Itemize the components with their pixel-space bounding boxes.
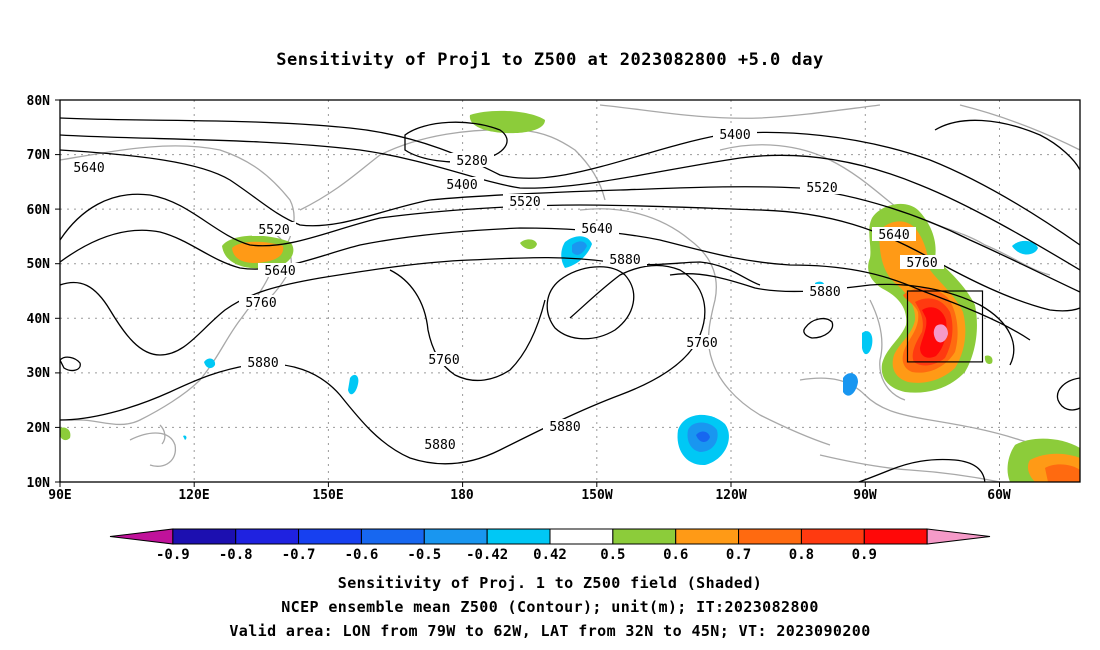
lon-label: 120E bbox=[178, 488, 209, 503]
lon-label: 120W bbox=[715, 488, 746, 503]
lon-label: 150E bbox=[312, 488, 343, 503]
contour-label: 5520 bbox=[258, 223, 289, 238]
colorbar-tick-label: 0.42 bbox=[533, 547, 567, 563]
valid-area-box bbox=[906, 290, 984, 363]
colorbar-cell bbox=[423, 528, 488, 545]
contour-label: 5760 bbox=[686, 336, 717, 351]
colorbar-cell bbox=[612, 528, 677, 545]
colorbar-cell bbox=[298, 528, 362, 545]
colorbar-tick-label: 0.9 bbox=[852, 547, 877, 563]
lat-label: 20N bbox=[27, 421, 51, 436]
lon-label: 90E bbox=[48, 488, 71, 503]
colorbar-tick-label: -0.9 bbox=[156, 547, 190, 563]
contour-label: 5640 bbox=[878, 228, 909, 243]
plot-title: Sensitivity of Proj1 to Z500 at 20230828… bbox=[276, 50, 824, 70]
lat-label: 40N bbox=[27, 312, 51, 327]
lon-label: 150W bbox=[581, 488, 612, 503]
contour-label: 5760 bbox=[428, 353, 459, 368]
colorbar-cell bbox=[800, 528, 865, 545]
lat-label: 50N bbox=[27, 257, 51, 272]
caption-line-2: NCEP ensemble mean Z500 (Contour); unit(… bbox=[281, 598, 819, 616]
lat-label: 30N bbox=[27, 366, 51, 381]
lat-label: 10N bbox=[27, 476, 51, 491]
sensitivity-shading bbox=[60, 110, 1080, 482]
lat-label: 70N bbox=[27, 148, 51, 163]
colorbar-cell bbox=[675, 528, 740, 545]
colorbar-cell bbox=[109, 528, 174, 545]
colorbar-tick-label: -0.6 bbox=[345, 547, 379, 563]
lat-label: 60N bbox=[27, 203, 51, 218]
colorbar-tick-label: 0.5 bbox=[600, 547, 625, 563]
contour-label: 5880 bbox=[549, 420, 580, 435]
plot-border bbox=[59, 99, 1081, 483]
contour-label: 5880 bbox=[809, 285, 840, 300]
colorbar-tick-label: 0.7 bbox=[726, 547, 751, 563]
contour-label: 5520 bbox=[806, 181, 837, 196]
colorbar-cell bbox=[926, 528, 991, 545]
contour-label: 5640 bbox=[264, 264, 295, 279]
contour-label: 5880 bbox=[424, 438, 455, 453]
caption-line-3: Valid area: LON from 79W to 62W, LAT fro… bbox=[229, 622, 871, 640]
axis-ticks bbox=[55, 99, 1000, 487]
colorbar-cell bbox=[863, 528, 928, 545]
positive-region-north-pacific bbox=[469, 110, 545, 134]
caption-line-1: Sensitivity of Proj. 1 to Z500 field (Sh… bbox=[337, 574, 763, 592]
contour-label: 5400 bbox=[719, 128, 750, 143]
lon-label: 180 bbox=[450, 488, 474, 503]
colorbar-tick-label: -0.5 bbox=[407, 547, 441, 563]
colorbar: -0.9 -0.8 -0.7 -0.6 -0.5 -0.42 0.42 0.5 0.6 0.7 0.… bbox=[109, 528, 991, 563]
contour-label: 5520 bbox=[509, 195, 540, 210]
lon-label: 90W bbox=[853, 488, 877, 503]
contour-label: 5640 bbox=[73, 161, 104, 176]
colorbar-cell bbox=[235, 528, 300, 545]
contour-label: 5280 bbox=[456, 154, 487, 169]
colorbar-cell bbox=[486, 528, 551, 545]
colorbar-tick-label: -0.8 bbox=[219, 547, 253, 563]
colorbar-tick-label: -0.7 bbox=[282, 547, 316, 563]
contour-label: 5400 bbox=[446, 178, 477, 193]
colorbar-tick-label: 0.8 bbox=[789, 547, 814, 563]
contour-label: 5640 bbox=[581, 222, 612, 237]
contour-label: 5880 bbox=[609, 253, 640, 268]
colorbar-cell bbox=[172, 528, 237, 545]
colorbar-cell bbox=[360, 528, 425, 545]
lon-label: 60W bbox=[987, 488, 1011, 503]
contour-label: 5760 bbox=[245, 296, 276, 311]
colorbar-tick-label: -0.42 bbox=[466, 547, 508, 563]
colorbar-cell bbox=[549, 528, 614, 545]
contour-label: 5760 bbox=[906, 256, 937, 271]
contour-label: 5880 bbox=[247, 356, 278, 371]
colorbar-tick-label: 0.6 bbox=[663, 547, 688, 563]
colorbar-cell bbox=[738, 528, 802, 545]
lat-label: 80N bbox=[27, 94, 51, 109]
z500-contours bbox=[60, 117, 1080, 482]
